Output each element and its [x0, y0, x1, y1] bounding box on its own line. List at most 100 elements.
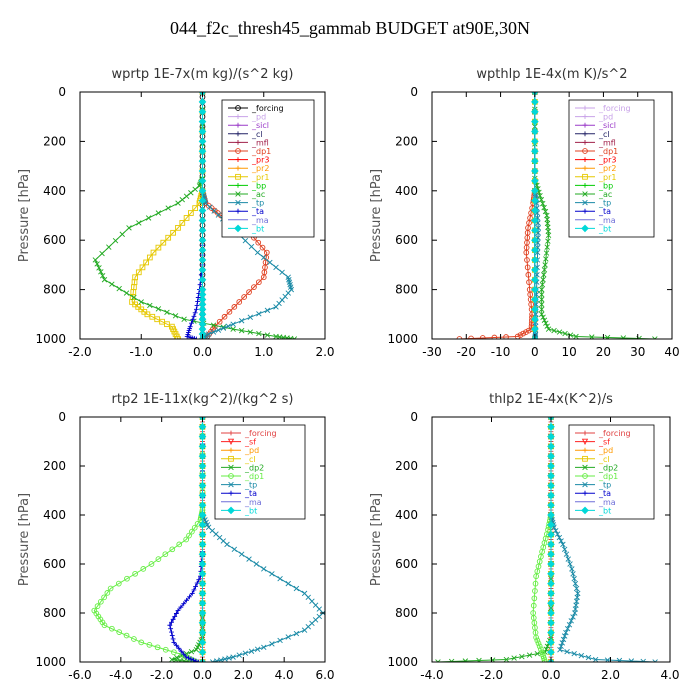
series-point — [253, 561, 260, 567]
series-point — [285, 634, 291, 640]
series-point — [187, 594, 192, 600]
series-point — [523, 249, 530, 256]
series-point — [531, 177, 539, 185]
series-line-dp2 — [171, 417, 203, 662]
legend-entry: _cl — [598, 455, 610, 464]
series-point — [191, 524, 198, 531]
series-point — [561, 633, 568, 639]
series-point — [198, 589, 207, 598]
series-point — [148, 561, 155, 567]
legend-box — [214, 424, 306, 520]
series-point — [165, 205, 171, 211]
series-point — [531, 137, 539, 146]
series-point — [532, 580, 539, 587]
series-point — [186, 655, 192, 661]
series-point — [547, 422, 555, 431]
series-point — [222, 656, 228, 662]
series-point — [124, 575, 130, 582]
series-point — [545, 232, 552, 238]
series-point — [175, 224, 181, 231]
y-tick-label: 400 — [43, 508, 66, 522]
series-point — [652, 659, 658, 662]
series-point — [146, 254, 153, 261]
y-tick-label: 1000 — [387, 655, 418, 669]
legend-entry: _mfl — [251, 138, 269, 147]
y-tick-label: 800 — [395, 283, 418, 297]
series-point — [519, 653, 525, 660]
legend-entry: _forcing — [598, 429, 631, 438]
series-point — [558, 538, 564, 544]
series-point — [198, 226, 207, 235]
series-point — [531, 325, 539, 333]
series-point — [150, 249, 157, 256]
series-point — [220, 325, 227, 331]
legend-marker — [581, 506, 589, 515]
series-point — [171, 649, 177, 656]
series-point — [285, 580, 291, 587]
series-point — [540, 314, 546, 320]
figure-title: 044_f2c_thresh45_gammab BUDGET at90E,30N — [169, 18, 531, 38]
legend-entry: _cl — [598, 130, 610, 139]
chart-title: thlp2 1E-4x(K^2)/s — [489, 392, 613, 407]
series-point — [209, 659, 216, 662]
series-point — [178, 604, 184, 610]
series-point — [160, 239, 167, 246]
series-point — [175, 336, 181, 339]
legend-entry: _pr3 — [251, 156, 269, 165]
series-point — [435, 659, 441, 662]
series-point — [541, 317, 548, 323]
series-point — [226, 308, 233, 315]
series-point — [197, 282, 203, 288]
series-point — [544, 323, 550, 329]
series-point — [538, 296, 545, 303]
series-point — [162, 646, 169, 653]
series-point — [585, 654, 592, 661]
y-tick-label: 0 — [58, 410, 66, 424]
legend-marker — [235, 114, 241, 119]
x-tick-label: -20 — [456, 345, 476, 359]
series-group — [91, 417, 325, 662]
legend-marker — [582, 157, 588, 162]
series-point — [135, 269, 142, 276]
legend-marker — [582, 165, 588, 171]
series-point — [196, 183, 203, 189]
legend-marker — [228, 464, 234, 471]
series-point — [538, 646, 544, 653]
series-point — [169, 629, 174, 635]
series-point — [572, 580, 579, 587]
series-point — [261, 566, 267, 572]
series-point — [238, 327, 245, 334]
series-point — [565, 556, 571, 562]
series-point — [556, 329, 563, 335]
series-point — [563, 629, 569, 636]
series-point — [273, 264, 279, 271]
series-point — [569, 566, 575, 572]
series-point — [183, 193, 190, 199]
y-axis-label: Pressure [hPa] — [17, 169, 32, 262]
series-point — [503, 334, 509, 339]
series-point — [119, 231, 125, 237]
series-point — [542, 262, 548, 268]
series-point — [216, 318, 223, 325]
series-point — [526, 279, 532, 286]
series-point — [248, 648, 255, 654]
y-tick-label: 200 — [43, 459, 66, 473]
series-point — [131, 294, 137, 301]
legend-entry: _pd — [251, 113, 266, 122]
x-tick-label: -2.0 — [480, 668, 503, 682]
series-point — [109, 281, 115, 287]
series-point — [162, 551, 169, 558]
legend-marker — [582, 430, 588, 436]
series-point — [256, 311, 262, 317]
series-point — [573, 333, 579, 339]
series-point — [530, 602, 537, 609]
series-point — [540, 277, 546, 283]
series-point — [520, 330, 527, 337]
series-point — [225, 323, 231, 329]
x-tick-label: -4.0 — [420, 668, 443, 682]
series-point — [246, 556, 252, 562]
series-point — [261, 254, 267, 261]
legend-marker — [235, 122, 241, 128]
legend-marker — [235, 165, 241, 171]
